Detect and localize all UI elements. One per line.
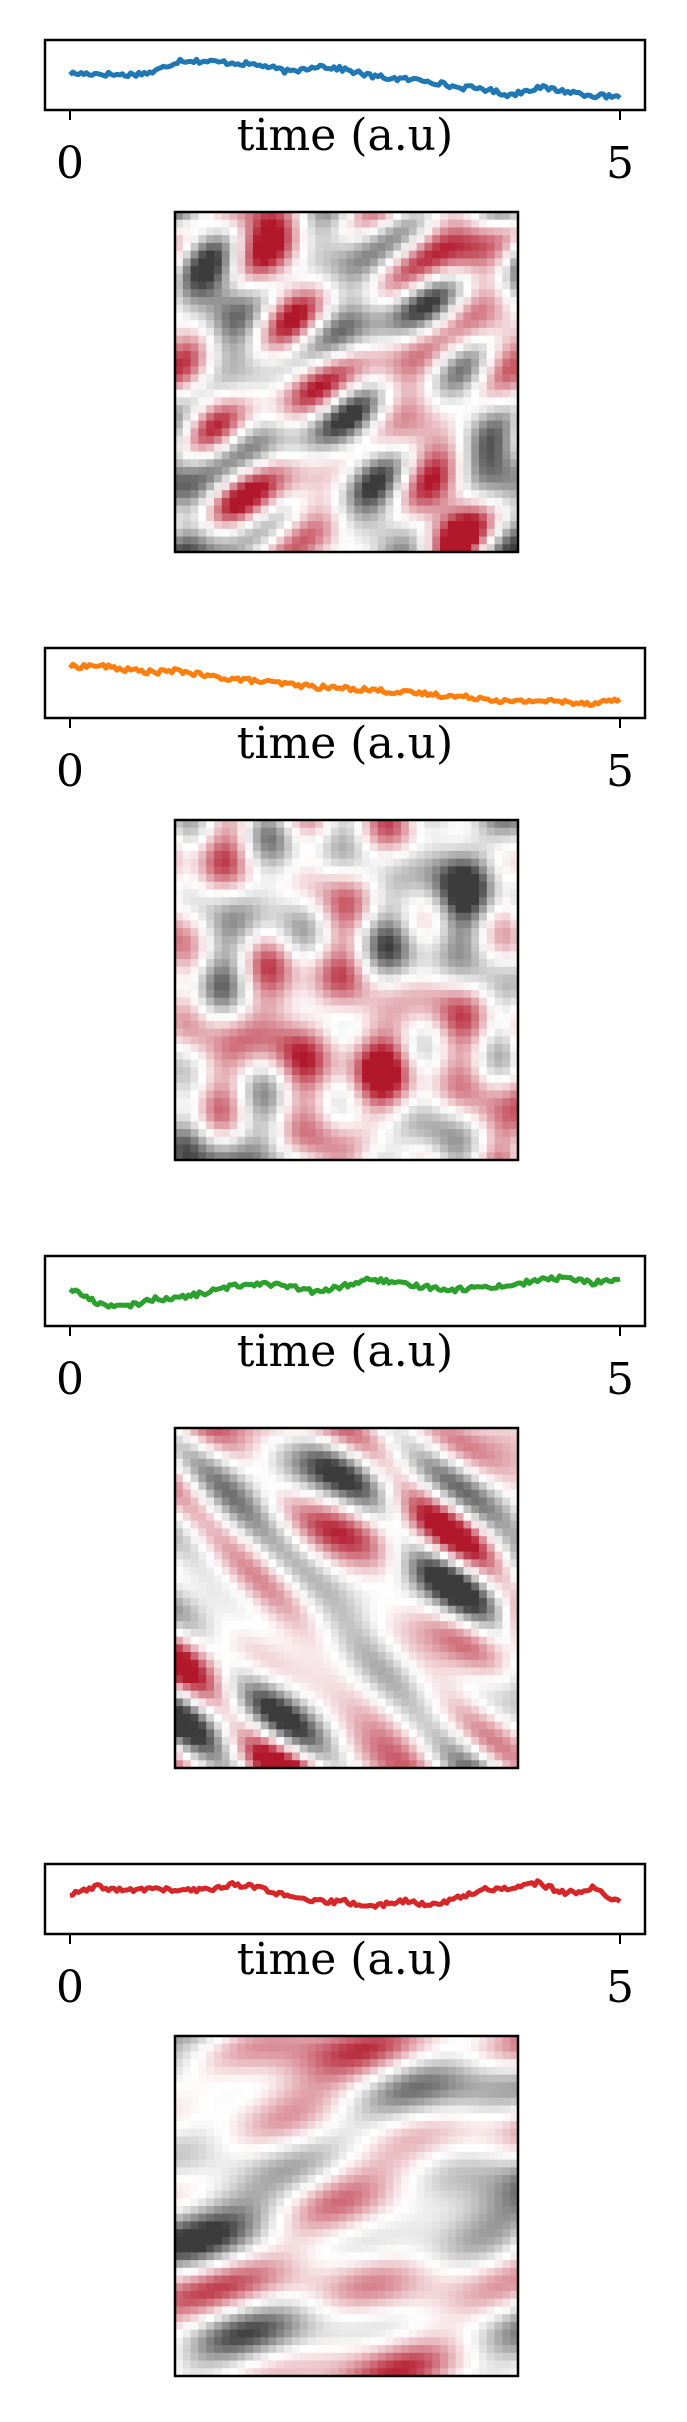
x-tick-label-3-1: 5 xyxy=(606,1354,634,1405)
heatmap-frame-4 xyxy=(173,2034,520,2378)
panel-4: 0 5 time (a.u) xyxy=(43,1862,647,2378)
heatmap-4 xyxy=(175,2036,518,2376)
heatmap-1 xyxy=(175,212,518,552)
x-tick-label-1-1: 5 xyxy=(606,138,634,189)
x-tick-label-3-0: 0 xyxy=(56,1354,84,1405)
panel-2: 0 5 time (a.u) xyxy=(43,646,647,1162)
line-axes-2 xyxy=(43,646,647,720)
heatmap-frame-3 xyxy=(173,1426,520,1770)
x-tick-label-4-1: 5 xyxy=(606,1962,634,2013)
heatmap-2 xyxy=(175,820,518,1160)
heatmap-frame-1 xyxy=(173,210,520,554)
series-line-2 xyxy=(68,661,622,708)
x-axis-label-2: time (a.u) xyxy=(237,718,453,769)
x-axis-label-1: time (a.u) xyxy=(237,110,453,161)
series-line-4 xyxy=(69,1878,622,1910)
panel-1: 0 5 time (a.u) xyxy=(43,38,647,554)
x-tick-label-4-0: 0 xyxy=(56,1962,84,2013)
heatmap-frame-2 xyxy=(173,818,520,1162)
x-tick-label-2-1: 5 xyxy=(606,746,634,797)
line-axes-3 xyxy=(43,1254,647,1328)
series-line-3 xyxy=(68,1273,621,1310)
x-axis-label-4: time (a.u) xyxy=(237,1934,453,1985)
heatmap-3 xyxy=(175,1428,518,1768)
x-tick-label-1-0: 0 xyxy=(56,138,84,189)
panel-3: 0 5 time (a.u) xyxy=(43,1254,647,1770)
series-line-1 xyxy=(68,56,622,101)
x-axis-label-3: time (a.u) xyxy=(237,1326,453,1377)
x-tick-label-2-0: 0 xyxy=(56,746,84,797)
